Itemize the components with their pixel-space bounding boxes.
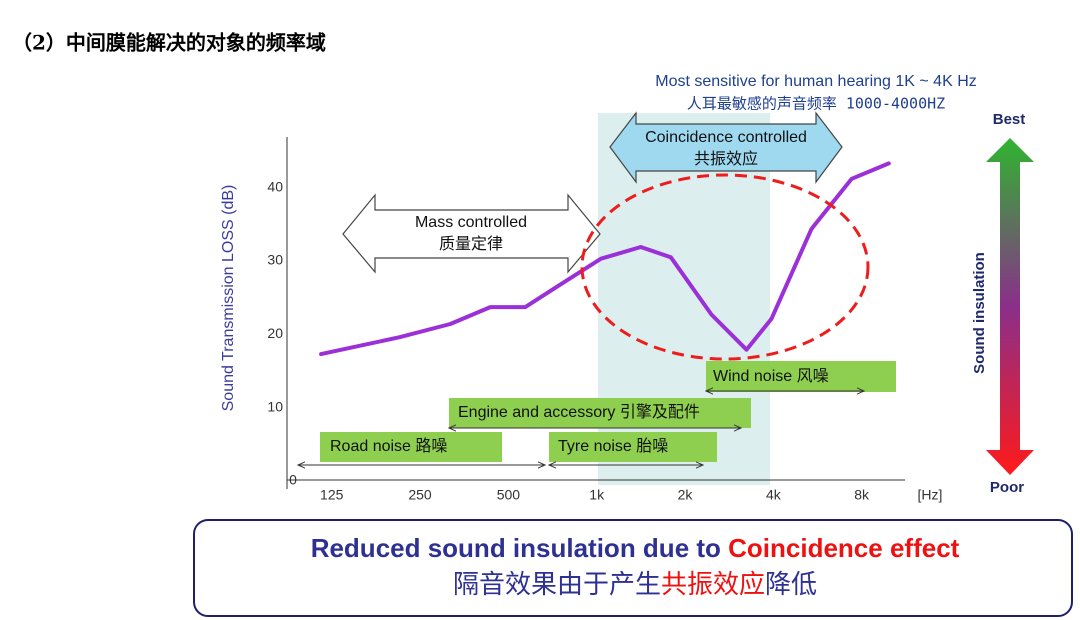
annotation: 共振效应 — [694, 149, 758, 168]
y-tick-label: 40 — [267, 178, 283, 194]
x-tick-label: 1k — [589, 487, 605, 503]
x-tick-label: 4k — [766, 487, 782, 503]
mass-arrow — [342, 193, 601, 274]
annotation: 人耳最敏感的声音频率 1000-4000HZ — [687, 95, 945, 113]
y-axis-label: Sound Transmission LOSS (dB) — [220, 185, 237, 412]
annotation: Engine and accessory 引擎及配件 — [458, 403, 700, 421]
noise-box — [449, 398, 751, 428]
conclusion-text: Reduced sound insulation due to — [311, 533, 728, 563]
annotation: Sound insulation — [971, 252, 988, 374]
coincidence-ellipse — [580, 173, 870, 361]
noise-box — [320, 432, 502, 462]
conclusion-text: 降低 — [765, 569, 817, 599]
annotation: Poor — [990, 479, 1024, 496]
annotation: Road noise 路噪 — [330, 437, 447, 455]
x-tick-label: 125 — [320, 487, 344, 503]
conclusion-highlight: Coincidence effect — [728, 533, 960, 563]
noise-box — [549, 432, 717, 462]
x-tick-label: 2k — [678, 487, 694, 503]
y-tick-label: 10 — [267, 398, 283, 414]
x-tick-label: 500 — [497, 487, 521, 503]
curve — [319, 161, 891, 357]
noise-box — [706, 361, 896, 392]
conclusion: 隔音效果由于产生共振效应降低 — [453, 569, 817, 599]
conclusion-text: 隔音效果由于产生 — [453, 569, 661, 599]
conclusion-highlight: 共振效应 — [661, 569, 765, 599]
annotation: Tyre noise 胎噪 — [558, 437, 668, 455]
coincidence-arrow — [609, 111, 843, 184]
y-tick-label: 20 — [267, 325, 283, 341]
y-tick-label: 0 — [289, 472, 297, 488]
annotation: Best — [993, 111, 1026, 128]
annotation: Wind noise 风噪 — [713, 368, 829, 385]
annotation: 质量定律 — [439, 235, 503, 253]
annotation: Mass controlled — [415, 214, 527, 231]
annotation: Coincidence controlled — [645, 129, 807, 146]
x-tick-label: 8k — [854, 487, 870, 503]
annotation: Most sensitive for human hearing 1K ~ 4K… — [655, 73, 977, 90]
insulation-scale — [986, 138, 1034, 475]
y-tick-label: 30 — [267, 252, 283, 268]
x-axis-label: [Hz] — [918, 487, 943, 503]
slide-title: （2）中间膜能解决的对象的频率域 — [12, 31, 326, 55]
conclusion-box — [193, 519, 1073, 617]
x-tick-label: 250 — [408, 487, 432, 503]
conclusion: Reduced sound insulation due to Coincide… — [311, 533, 960, 563]
